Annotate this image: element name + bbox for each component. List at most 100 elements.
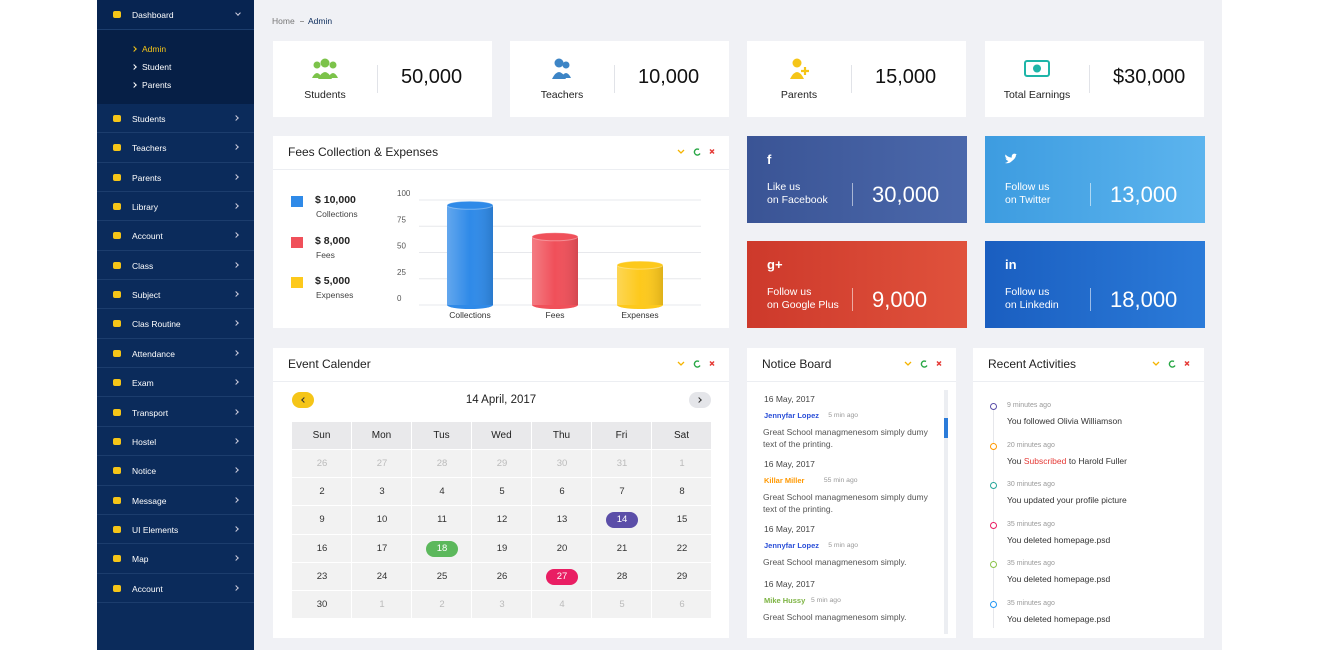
calendar-month: 14 April, 2017 bbox=[465, 394, 537, 406]
calendar-prev[interactable] bbox=[292, 392, 314, 408]
day-number: 13 bbox=[556, 514, 568, 526]
bar-shade bbox=[532, 236, 578, 305]
chevron bbox=[233, 408, 239, 415]
breadcrumb-home[interactable]: Home bbox=[272, 16, 295, 26]
calendar-day[interactable]: 19 bbox=[472, 534, 532, 563]
calendar-day[interactable]: 7 bbox=[592, 478, 652, 507]
calendar-day[interactable]: 23 bbox=[292, 562, 352, 591]
menu-label: Notice bbox=[132, 466, 157, 477]
event-marker bbox=[426, 540, 458, 557]
calendar-day[interactable]: 29 bbox=[472, 450, 532, 479]
calendar-day[interactable]: 2 bbox=[292, 478, 352, 507]
calendar-day[interactable]: 29 bbox=[652, 562, 712, 591]
menu-label: Exam bbox=[132, 378, 154, 389]
submenu-item[interactable]: Student bbox=[97, 60, 254, 74]
calendar-day[interactable]: 1 bbox=[352, 591, 412, 620]
menu-item[interactable]: Message bbox=[97, 486, 254, 515]
menu-label: Dashboard bbox=[132, 10, 174, 20]
menu-item[interactable]: Map bbox=[97, 544, 254, 574]
calendar-day[interactable]: 10 bbox=[352, 506, 412, 535]
menu-item[interactable]: Subject bbox=[97, 280, 254, 310]
stat-divider bbox=[851, 65, 852, 93]
calendar-day[interactable]: 5 bbox=[472, 478, 532, 507]
menu-item[interactable]: Account bbox=[97, 221, 254, 251]
calendar-day[interactable]: 4 bbox=[412, 478, 472, 507]
menu-item[interactable]: Class bbox=[97, 251, 254, 281]
calendar-day[interactable]: 11 bbox=[412, 506, 472, 535]
stat-icon bbox=[561, 73, 571, 78]
menu-item[interactable]: Students bbox=[97, 104, 254, 134]
calendar-day[interactable]: 14 bbox=[592, 506, 652, 535]
calendar-day[interactable]: 25 bbox=[412, 562, 472, 591]
legend-label: Collections bbox=[316, 209, 358, 219]
menu-item[interactable]: Transport bbox=[97, 398, 254, 427]
calendar-day[interactable]: 21 bbox=[592, 534, 652, 563]
calendar-day[interactable]: 28 bbox=[412, 450, 472, 479]
menu-item[interactable]: Parents bbox=[97, 163, 254, 193]
calendar-day[interactable]: 30 bbox=[532, 450, 592, 479]
calendar-day[interactable]: 17 bbox=[352, 534, 412, 563]
calendar-day[interactable]: 24 bbox=[352, 562, 412, 591]
calendar-day[interactable]: 20 bbox=[532, 534, 592, 563]
stat-icon bbox=[554, 58, 564, 68]
social-divider bbox=[852, 288, 853, 311]
day-number: 30 bbox=[316, 599, 328, 610]
menu-label: Attendance bbox=[132, 348, 176, 359]
calendar-day[interactable]: 5 bbox=[592, 591, 652, 620]
stat-card: Total Earnings $30,000 bbox=[985, 41, 1204, 117]
calendar-day[interactable]: 12 bbox=[472, 506, 532, 535]
refresh-icon bbox=[1168, 360, 1176, 368]
calendar-day[interactable]: 18 bbox=[412, 534, 472, 563]
calendar-day[interactable]: 26 bbox=[472, 562, 532, 591]
menu-item[interactable]: Teachers bbox=[97, 133, 254, 163]
menu-icon bbox=[113, 291, 121, 299]
calendar-day[interactable]: 8 bbox=[652, 478, 712, 507]
submenu-item[interactable]: Admin bbox=[97, 42, 254, 56]
calendar-day[interactable]: 4 bbox=[532, 591, 592, 620]
icon bbox=[904, 360, 942, 368]
calendar-day[interactable]: 6 bbox=[652, 591, 712, 620]
calendar-day[interactable]: 9 bbox=[292, 506, 352, 535]
scrollbar-track bbox=[944, 390, 948, 634]
calendar-day[interactable]: 3 bbox=[352, 478, 412, 507]
menu-item[interactable]: Clas Routine bbox=[97, 309, 254, 339]
notice-date: 16 May, 2017 bbox=[764, 394, 815, 404]
sidebar-dashboard[interactable]: Dashboard bbox=[97, 0, 254, 30]
day-number: 8 bbox=[679, 486, 685, 498]
calendar-day[interactable]: 31 bbox=[592, 450, 652, 479]
social-card[interactable]: Follow us on Twitter 13,000 bbox=[985, 136, 1205, 223]
calendar-day[interactable]: 16 bbox=[292, 534, 352, 563]
social-card[interactable]: f Like us on Facebook 30,000 bbox=[747, 136, 967, 223]
calendar-day[interactable]: 30 bbox=[292, 591, 352, 620]
submenu-item[interactable]: Parents bbox=[97, 78, 254, 92]
calendar-day[interactable]: 6 bbox=[532, 478, 592, 507]
menu-item[interactable]: Attendance bbox=[97, 339, 254, 369]
y-tick-label: 100 bbox=[397, 189, 411, 198]
calendar-day[interactable]: 27 bbox=[352, 450, 412, 479]
weekday: Sat bbox=[652, 422, 712, 450]
menu-item[interactable]: Notice bbox=[97, 456, 254, 486]
activity-text: You updated your profile picture bbox=[1007, 495, 1127, 505]
menu-icon bbox=[113, 408, 121, 416]
calendar-next[interactable] bbox=[689, 392, 711, 408]
menu-item[interactable]: Account bbox=[97, 574, 254, 603]
collapse-icon bbox=[677, 361, 685, 366]
timeline-dot bbox=[990, 442, 997, 450]
social-card[interactable]: g+ Follow us on Google Plus 9,000 bbox=[747, 241, 967, 328]
calendar-day[interactable]: 15 bbox=[652, 506, 712, 535]
calendar-day[interactable]: 27 bbox=[532, 562, 592, 591]
calendar-day[interactable]: 1 bbox=[652, 450, 712, 479]
menu-item[interactable]: Exam bbox=[97, 368, 254, 398]
menu-item[interactable]: UI Elements bbox=[97, 515, 254, 545]
calendar-day[interactable]: 2 bbox=[412, 591, 472, 620]
calendar-day[interactable]: 3 bbox=[472, 591, 532, 620]
calendar-day[interactable]: 22 bbox=[652, 534, 712, 563]
calendar-day[interactable]: 26 bbox=[292, 450, 352, 479]
menu-item[interactable]: Hostel bbox=[97, 427, 254, 457]
menu-item[interactable]: Library bbox=[97, 192, 254, 222]
social-card[interactable]: in Follow us on Linkedin 18,000 bbox=[985, 241, 1205, 328]
social-text: on Twitter bbox=[1005, 194, 1051, 206]
calendar-day[interactable]: 13 bbox=[532, 506, 592, 535]
chevron bbox=[233, 379, 239, 385]
calendar-day[interactable]: 28 bbox=[592, 562, 652, 591]
